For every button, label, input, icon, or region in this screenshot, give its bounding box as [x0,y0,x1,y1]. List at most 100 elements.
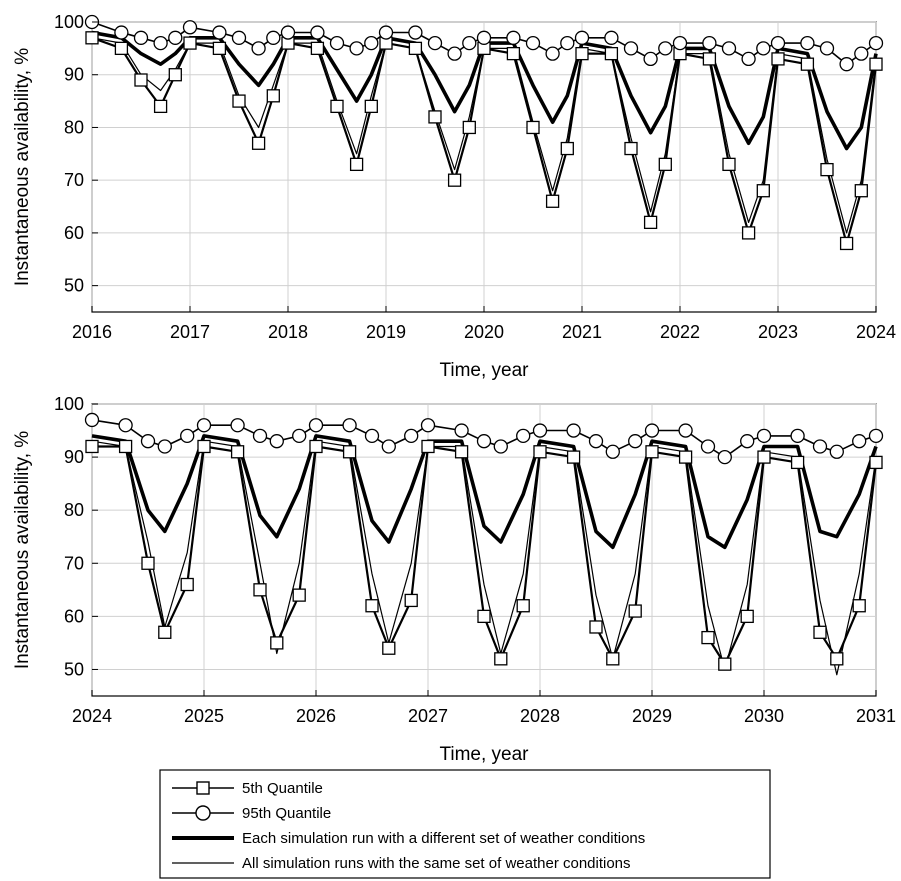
bottom-point-5th-quantile [516,599,530,613]
bottom-point-5th-quantile [421,439,435,454]
bottom-point-95th-quantile [157,439,172,454]
top-point-95th-quantile [408,25,423,40]
bottom-point-95th-quantile [532,423,548,438]
bottom-point-5th-quantile [454,445,469,459]
bottom-point-95th-quantile [493,439,508,454]
bottom-point-5th-quantile [589,620,603,634]
legend-item-95th-quantile: 95th Quantile [172,805,331,822]
bottom-point-95th-quantile [566,423,581,438]
top-x-tick-label: 2017 [170,322,210,342]
top-point-95th-quantile [168,30,183,45]
top-point-95th-quantile [658,41,673,56]
bottom-point-95th-quantile [868,428,884,444]
bottom-point-5th-quantile [158,625,172,639]
bottom-point-95th-quantile [644,423,660,438]
top-y-tick-label: 100 [54,12,84,32]
legend-label-same-weather: All simulation runs with the same set of… [242,855,631,872]
top-x-tick-label: 2023 [758,322,798,342]
top-point-5th-quantile [658,157,672,172]
top-point-95th-quantile [839,57,854,72]
bottom-point-5th-quantile [628,604,642,618]
top-point-95th-quantile [560,35,575,51]
top-point-5th-quantile [820,162,834,177]
top-point-5th-quantile [741,226,756,240]
top-point-95th-quantile [770,35,786,51]
top-x-tick-label: 2019 [366,322,406,342]
top-point-5th-quantile [428,110,442,124]
bottom-point-95th-quantile [476,434,492,449]
top-point-95th-quantile [741,51,756,67]
legend-label-different-weather: Each simulation run with a different set… [242,830,645,847]
bottom-point-5th-quantile [852,599,866,613]
bottom-point-95th-quantile [252,428,268,444]
top-y-axis-title: Instantaneous availability, % [12,48,33,286]
top-point-5th-quantile [349,157,364,172]
top-point-95th-quantile [133,30,149,45]
bottom-point-5th-quantile [382,641,396,655]
top-point-5th-quantile [85,31,99,45]
bottom-point-5th-quantile [404,593,418,608]
bottom-point-95th-quantile [812,439,828,454]
bottom-point-95th-quantile [342,418,357,433]
bottom-x-tick-label: 2026 [296,706,336,726]
legend: 5th Quantile 95th Quantile Each simulati… [159,769,771,879]
bottom-point-95th-quantile [381,439,396,454]
bottom-point-5th-quantile [230,445,245,459]
top-point-95th-quantile [364,35,379,51]
bottom-x-tick-label: 2030 [744,706,784,726]
bottom-ticks: 2024 2025 2026 2027 2028 2029 2030 2031 50 60 70 80… [54,394,896,726]
top-point-95th-quantile [643,51,658,67]
bottom-y-axis-title: Instantaneous availability, % [12,431,33,669]
bottom-point-95th-quantile [756,428,772,444]
top-point-5th-quantile [839,236,854,251]
bottom-point-95th-quantile [605,444,620,459]
top-x-tick-label: 2022 [660,322,700,342]
top-point-95th-quantile [329,35,345,51]
legend-label-5th-quantile: 5th Quantile [242,780,323,797]
top-point-5th-quantile [854,184,868,198]
bottom-point-95th-quantile [230,418,245,433]
bottom-point-5th-quantile [678,450,693,464]
bottom-point-5th-quantile [790,455,805,470]
bottom-x-tick-label: 2027 [408,706,448,726]
top-point-5th-quantile [153,99,168,114]
bottom-x-axis-title: Time, year [439,744,529,765]
bottom-point-5th-quantile [309,439,323,454]
bottom-point-95th-quantile [717,449,732,465]
top-x-tick-label: 2016 [72,322,112,342]
bottom-series [84,412,884,676]
bottom-point-5th-quantile [180,577,194,592]
legend-box [159,769,771,879]
top-point-95th-quantile [153,35,168,51]
top-point-5th-quantile [756,184,770,198]
top-point-5th-quantile [560,141,574,156]
top-point-95th-quantile [349,41,364,56]
top-point-5th-quantile [722,157,736,172]
top-y-tick-label: 90 [64,65,84,85]
bottom-point-5th-quantile [477,609,491,624]
top-point-95th-quantile [868,35,884,51]
bottom-point-5th-quantile [342,445,357,459]
top-point-95th-quantile [476,30,492,45]
bottom-point-5th-quantile [270,636,284,650]
top-y-tick-label: 80 [64,117,84,137]
bottom-point-95th-quantile [196,418,212,433]
bottom-point-5th-quantile [830,652,844,666]
bottom-point-95th-quantile [740,434,755,449]
top-point-5th-quantile [702,52,717,66]
bottom-point-95th-quantile [454,423,469,438]
legend-label-95th-quantile: 95th Quantile [242,805,331,822]
bottom-point-5th-quantile [869,455,883,470]
bottom-point-95th-quantile [678,423,693,438]
bottom-point-5th-quantile [197,439,211,454]
top-point-95th-quantile [251,41,266,56]
top-point-5th-quantile [624,141,638,156]
top-point-95th-quantile [721,41,737,56]
top-point-5th-quantile [364,99,378,114]
top-y-tick-label: 50 [64,276,84,296]
top-point-95th-quantile [574,30,590,45]
bottom-x-tick-label: 2031 [856,706,896,726]
bottom-point-95th-quantile [292,428,307,444]
top-x-tick-label: 2024 [856,322,896,342]
top-point-95th-quantile [231,30,247,45]
